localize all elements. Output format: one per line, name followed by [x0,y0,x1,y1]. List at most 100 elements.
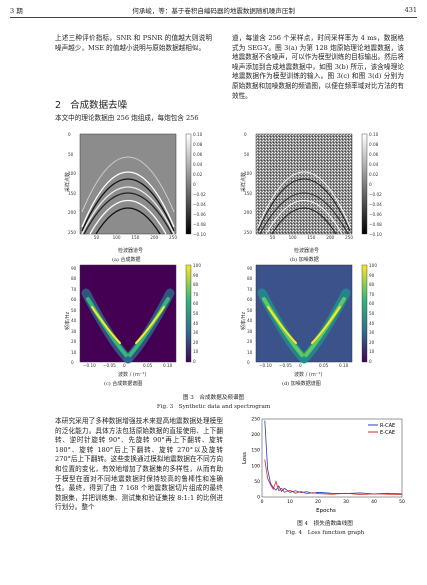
cbar-tick-label: 0 [369,182,372,187]
page-number: 431 [404,6,417,14]
panel-c-xlabel: 波数 / (m⁻¹) [118,372,147,378]
y-tick-label: 70 [71,286,77,292]
x-tick-label: 0 [299,363,302,368]
running-title: 何承峻，等：基于卷积自编码器的地震数据随机噪声压制 [132,7,295,15]
panel-b-seismic [255,133,368,235]
x-tick-label: −0.05 [103,363,116,368]
cbar-tick-label: 90 [369,272,375,278]
panel-a-seismic [79,133,192,235]
x-tick-label: 0.10 [163,363,173,368]
legend-label-e-cae: E-CAE [380,430,395,436]
cbar-tick-label: 0.08 [369,142,379,147]
y-tick-label: 30 [71,328,77,334]
cbar-tick-label: 70 [193,291,199,297]
cbar-tick-label: −0.04 [193,202,206,207]
figure-3-caption-en: Fig. 3 Synthetic data and spectrogram [156,404,271,410]
y-tick-label: 200 [244,210,252,216]
cbar-tick-label: 50 [193,311,199,316]
y-tick-label: 50 [247,307,253,313]
y-tick-label: 90 [71,265,77,271]
cbar-tick-label: 0.06 [369,152,379,157]
y-tick-label: 150 [68,190,76,196]
x-tick-label: 0.05 [143,363,153,368]
cbar-tick-label: 0.08 [193,142,203,147]
x-tick-label: −0.10 [259,363,272,368]
cbar-tick-label: 0.02 [193,172,203,177]
y-tick-label: 50 [254,479,260,485]
cbar-tick-label: 0.02 [369,172,379,177]
y-tick-label: 250 [251,417,260,423]
cbar-tick-label: 0 [369,359,372,364]
y-tick-label: 20 [247,339,253,344]
cbar-tick-label: 20 [369,339,375,345]
cbar-tick-label: 80 [193,282,199,288]
y-tick-label: 80 [247,276,253,281]
y-tick-label: 40 [71,318,77,323]
cbar-tick-label: −0.10 [369,232,382,237]
x-tick-label: 250 [169,235,177,240]
panel-d-caption: (d) 加噪数据谱图 [282,381,321,387]
cbar-tick-label: 30 [369,330,375,336]
cbar-tick-label: 10 [193,349,199,355]
section-heading: 2 合成数据去噪 [55,97,127,111]
x-tick-label: 20 [315,499,321,505]
cbar-tick-label: 100 [369,263,377,268]
panel-c-spectrum [79,264,192,364]
panel-b-caption: (b) 加噪数据 [290,257,319,263]
cbar-tick-label: 0.04 [193,162,203,167]
panel-d-xlabel: 波数 / (m⁻¹) [294,372,323,378]
y-tick-label: 50 [68,151,74,157]
y-tick-label: 70 [247,286,253,292]
y-tick-label: 10 [247,349,253,355]
y-tick-label: 100 [68,171,76,177]
y-tick-label: 60 [71,297,77,302]
cbar-tick-label: 100 [193,263,201,268]
cbar-tick-label: −0.10 [193,232,206,237]
y-tick-label: 50 [71,307,77,313]
legend-label-r-cae: R-CAE [380,423,395,429]
y-tick-label: 0 [257,495,260,501]
y-tick-label: 0 [244,132,247,137]
loss-ylabel: Loss [242,452,248,464]
x-tick-label: 0.10 [339,363,349,368]
y-tick-label: 40 [247,318,253,323]
figure-4-caption-cn: 图 4 损失函数曲线图 [297,521,353,527]
x-tick-label: 0 [261,499,264,505]
cbar-tick-label: 0.10 [193,132,203,137]
left-intro-paragraph: 本文中的理论数据由 256 炮组成，每炮包含 256 [55,114,199,122]
y-tick-label: 200 [251,432,260,438]
loss-legend: R-CAE E-CAE [368,423,395,436]
cbar-tick-label: −0.06 [193,212,206,217]
running-header: 3 期 何承峻，等：基于卷积自编码器的地震数据随机噪声压制 431 [10,5,417,15]
x-tick-label: 200 [326,235,335,240]
cbar-tick-label: 40 [193,320,199,326]
y-tick-label: 80 [71,276,77,281]
x-tick-label: 0.05 [319,363,329,368]
x-tick-label: 150 [131,235,140,240]
y-tick-label: 0 [71,360,74,365]
cbar-tick-label: −0.04 [369,202,382,207]
x-tick-label: 100 [112,235,121,240]
x-tick-label: 100 [288,235,297,240]
x-tick-label: 200 [150,235,159,240]
x-tick-label: 30 [343,499,349,505]
x-tick-label: 50 [269,235,276,240]
cbar-tick-label: −0.02 [193,192,206,197]
panel-a-xlabel: 检波器道号 [118,248,144,254]
cbar-tick-label: 0.10 [369,132,379,137]
cbar-tick-label: 20 [193,339,199,345]
y-tick-label: 60 [247,297,253,302]
y-tick-label: 0 [247,360,250,365]
y-tick-label: 200 [68,210,76,216]
cbar-tick-label: −0.08 [193,222,206,227]
x-tick-label: 50 [399,499,405,505]
y-tick-label: 0 [68,132,71,137]
y-tick-label: 100 [251,463,260,469]
cbar-tick-label: 30 [193,330,199,336]
panel-d-spectrum [255,264,368,364]
y-tick-label: 250 [244,230,252,235]
y-tick-label: 150 [251,448,260,454]
loss-y-ticks: 0 50 100 150 200 250 [251,417,260,501]
panel-a-ylabel: 采样点数 [65,171,71,192]
